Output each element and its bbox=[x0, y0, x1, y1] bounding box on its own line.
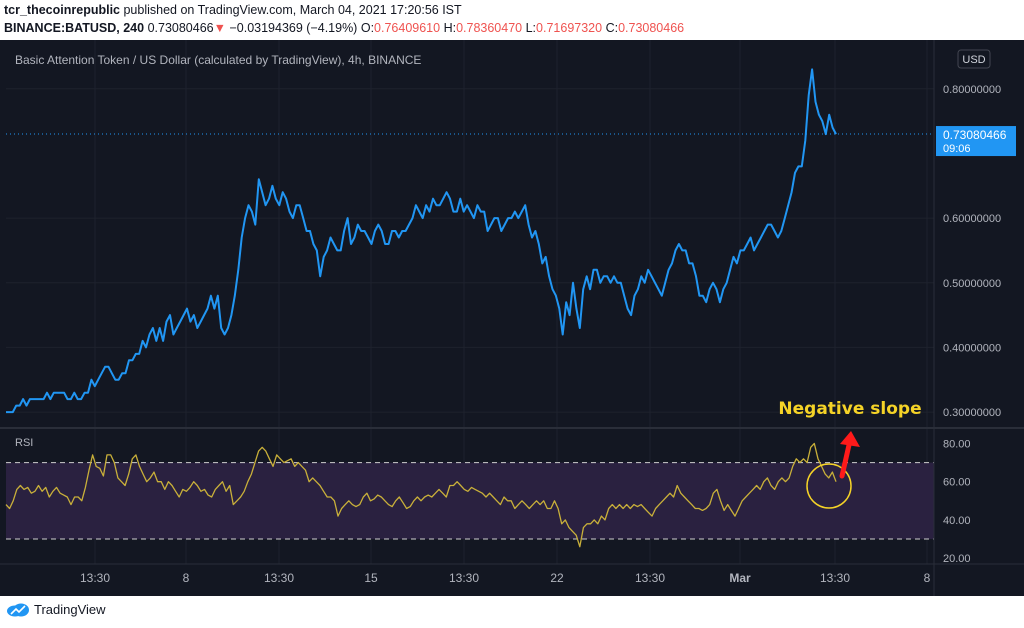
rsi-axis[interactable]: 80.00 60.00 40.00 20.00 bbox=[943, 438, 971, 565]
ohlc-legend: BINANCE:BATUSD, 240 0.73080466▼ −0.03194… bbox=[4, 21, 684, 35]
high-value: 0.78360470 bbox=[456, 21, 523, 35]
change-value: −0.03194369 (−4.19%) bbox=[229, 21, 358, 35]
rsi-tick-label: 40.00 bbox=[943, 515, 971, 527]
rsi-band bbox=[6, 462, 934, 540]
tradingview-logo[interactable]: TradingView bbox=[6, 602, 106, 617]
price-tick-label: 0.80000000 bbox=[943, 84, 1001, 96]
chart-title: Basic Attention Token / US Dollar (calcu… bbox=[15, 53, 421, 67]
red-arrow-head bbox=[840, 431, 860, 447]
close-label: C: bbox=[605, 21, 619, 35]
bar-countdown: 09:06 bbox=[943, 143, 971, 155]
time-axis[interactable]: 13:30 8 13:30 15 13:30 22 13:30 Mar 13:30 8 bbox=[80, 571, 931, 585]
rsi-series-line[interactable] bbox=[5, 442, 837, 548]
price-tick-label: 0.60000000 bbox=[943, 213, 1001, 225]
low-value: 0.71697320 bbox=[536, 21, 603, 35]
author-name[interactable]: tcr_thecoinrepublic bbox=[4, 3, 120, 17]
price-axis[interactable]: 0.80000000 0.60000000 0.50000000 0.40000000… bbox=[943, 84, 1001, 419]
currency-button-label[interactable]: USD bbox=[962, 54, 985, 66]
negative-slope-annotation: Negative slope bbox=[778, 399, 921, 419]
open-label: O: bbox=[360, 21, 375, 35]
price-series-line[interactable] bbox=[6, 68, 837, 414]
chart-canvas[interactable]: 0.80000000 0.60000000 0.50000000 0.40000000… bbox=[0, 40, 1024, 596]
chart-header: tcr_thecoinrepublic published on Trading… bbox=[0, 0, 1024, 40]
red-arrow-shaft bbox=[839, 442, 852, 479]
footer: TradingView bbox=[0, 596, 1024, 628]
open-value: 0.76409610 bbox=[374, 21, 441, 35]
time-tick-label: 13:30 bbox=[635, 571, 665, 585]
symbol-label: BINANCE:BATUSD, 240 bbox=[4, 21, 145, 35]
close-value: 0.73080466 bbox=[618, 21, 685, 35]
time-tick-label: 22 bbox=[550, 571, 564, 585]
low-label: L: bbox=[525, 21, 537, 35]
time-tick-label: 13:30 bbox=[449, 571, 479, 585]
published-text: published on TradingView.com, March 04, … bbox=[120, 3, 462, 17]
last-value: 0.73080466 bbox=[147, 21, 214, 35]
annotation-circle bbox=[806, 463, 852, 509]
high-label: H: bbox=[443, 21, 457, 35]
time-tick-label: 13:30 bbox=[80, 571, 110, 585]
time-tick-label: 13:30 bbox=[820, 571, 850, 585]
rsi-tick-label: 60.00 bbox=[943, 477, 971, 489]
rsi-pane-label: RSI bbox=[15, 437, 33, 449]
publish-info: tcr_thecoinrepublic published on Trading… bbox=[4, 3, 462, 17]
time-tick-label: Mar bbox=[729, 571, 751, 585]
down-arrow-icon: ▼ bbox=[213, 21, 226, 35]
rsi-tick-label: 80.00 bbox=[943, 438, 971, 450]
last-price-tag-bg bbox=[936, 126, 1016, 157]
price-tick-label: 0.30000000 bbox=[943, 407, 1001, 419]
rsi-tick-label: 20.00 bbox=[943, 553, 971, 565]
tradingview-brand[interactable]: TradingView bbox=[34, 602, 106, 617]
last-price-value: 0.73080466 bbox=[943, 128, 1007, 142]
tradingview-cloud-icon bbox=[7, 603, 29, 616]
last-price-tag: 0.73080466 09:06 bbox=[936, 126, 1016, 157]
time-tick-label: 8 bbox=[924, 571, 931, 585]
currency-button[interactable]: USD bbox=[957, 49, 991, 69]
time-tick-label: 13:30 bbox=[264, 571, 294, 585]
time-tick-label: 8 bbox=[183, 571, 190, 585]
currency-button-bg[interactable] bbox=[957, 49, 991, 69]
time-tick-label: 15 bbox=[364, 571, 378, 585]
price-tick-label: 0.50000000 bbox=[943, 278, 1001, 290]
red-arrow-icon bbox=[839, 431, 860, 479]
price-tick-label: 0.40000000 bbox=[943, 342, 1001, 354]
